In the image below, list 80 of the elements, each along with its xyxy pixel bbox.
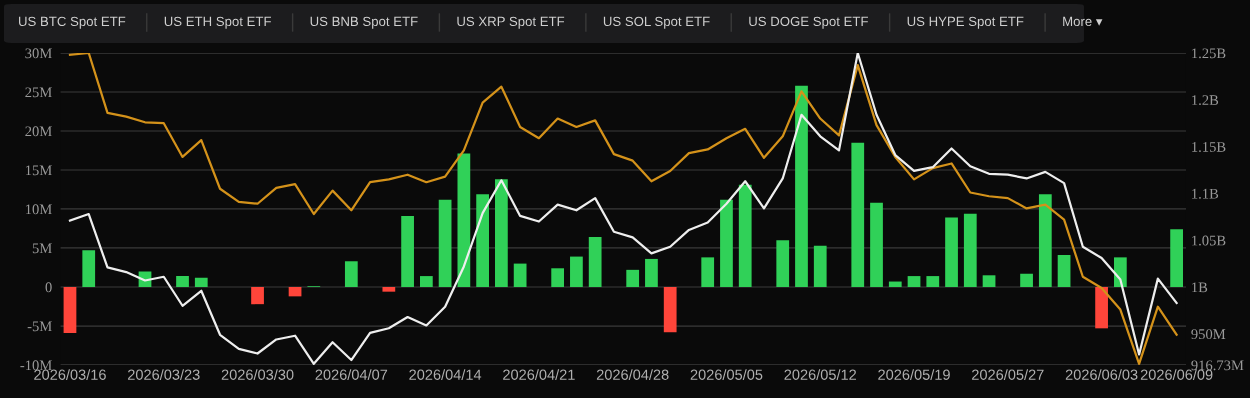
x-tick-label: 2026/06/09 <box>1140 369 1213 380</box>
x-tick-label: 2026/04/28 <box>596 369 669 380</box>
bar <box>63 287 77 334</box>
y-tick-label: -10M <box>20 360 52 371</box>
bar <box>1113 257 1127 287</box>
bar <box>495 179 508 287</box>
y-tick-label: 15M <box>26 165 52 176</box>
bar <box>401 216 414 287</box>
bar <box>194 277 208 287</box>
y2-tick-label: 1.2B <box>1192 95 1219 106</box>
x-tick-label: 2026/04/14 <box>409 369 482 380</box>
y2-tick-label: 1B <box>1192 282 1208 293</box>
bar <box>344 261 358 287</box>
bar <box>982 275 996 287</box>
bar <box>907 276 921 287</box>
text: US BTC Spot ETF <box>19 16 126 29</box>
bar <box>288 287 302 297</box>
y2-tick-label: 1.15B <box>1192 142 1226 152</box>
text: US XRP Spot ETF <box>457 16 565 29</box>
bar <box>1038 194 1052 287</box>
bar <box>457 153 471 287</box>
bar <box>419 276 433 287</box>
bar <box>926 276 940 287</box>
bar <box>570 256 583 287</box>
bar <box>963 213 977 287</box>
bar <box>551 268 565 287</box>
x-tick-label: 2026/05/27 <box>972 369 1044 380</box>
bar <box>795 85 808 287</box>
bar <box>1057 255 1071 287</box>
y2-tick-label: 916.73M <box>1191 360 1244 371</box>
bar <box>870 202 883 287</box>
y-tick-label: 20M <box>25 126 52 137</box>
x-tick-label: 2026/05/19 <box>878 369 950 380</box>
bar <box>738 184 752 287</box>
bar <box>701 257 715 287</box>
y-tick-label: -5M <box>27 321 52 332</box>
line-series <box>68 53 1178 365</box>
x-tick-label: 2026/03/16 <box>34 369 106 380</box>
bar <box>888 281 902 287</box>
bar <box>588 237 602 287</box>
bar <box>1020 273 1033 287</box>
bar <box>382 287 396 292</box>
bar <box>1170 229 1183 287</box>
bar <box>813 245 827 287</box>
y-tick-label: 30M <box>25 48 52 59</box>
y2-tick-label: 1.25B <box>1192 48 1226 59</box>
bar <box>1095 287 1108 329</box>
bar <box>176 276 189 287</box>
text: US BNB Spot ETF <box>310 16 418 29</box>
text: US ETH Spot ETF <box>164 16 271 29</box>
bar <box>851 142 865 287</box>
x-tick-label: 2026/04/21 <box>503 369 575 380</box>
y-tick-label: 0 <box>45 282 52 293</box>
bar <box>720 199 733 287</box>
bar <box>438 199 452 287</box>
x-tick-label: 2026/03/30 <box>221 369 294 380</box>
bar <box>82 250 96 287</box>
bar <box>626 269 640 287</box>
y-tick-label: 25M <box>25 87 52 98</box>
x-tick-label: 2026/05/05 <box>690 369 763 380</box>
bar <box>945 217 958 287</box>
text: US DOGE Spot ETF <box>749 16 868 29</box>
y-tick-label: 5M <box>32 243 52 254</box>
x-tick-label: 2026/04/07 <box>315 369 388 380</box>
bar <box>513 263 527 287</box>
bar <box>776 240 790 287</box>
x-tick-label: 2026/03/23 <box>128 369 200 380</box>
y-tick-label: 10M <box>26 204 52 215</box>
bar <box>645 258 658 287</box>
x-tick-label: 2026/05/12 <box>784 369 857 380</box>
y2-tick-label: 950M <box>1191 329 1226 340</box>
y2-tick-label: 1.1B <box>1192 188 1219 199</box>
bar <box>663 287 677 333</box>
text: US SOL Spot ETF <box>603 16 710 29</box>
text: US HYPE Spot ETF <box>907 16 1024 29</box>
bar <box>476 194 489 287</box>
text: More ▾ <box>1063 16 1103 27</box>
bar <box>251 287 264 305</box>
x-tick-label: 2026/06/03 <box>1065 369 1138 380</box>
y2-tick-label: 1.05B <box>1192 235 1226 246</box>
